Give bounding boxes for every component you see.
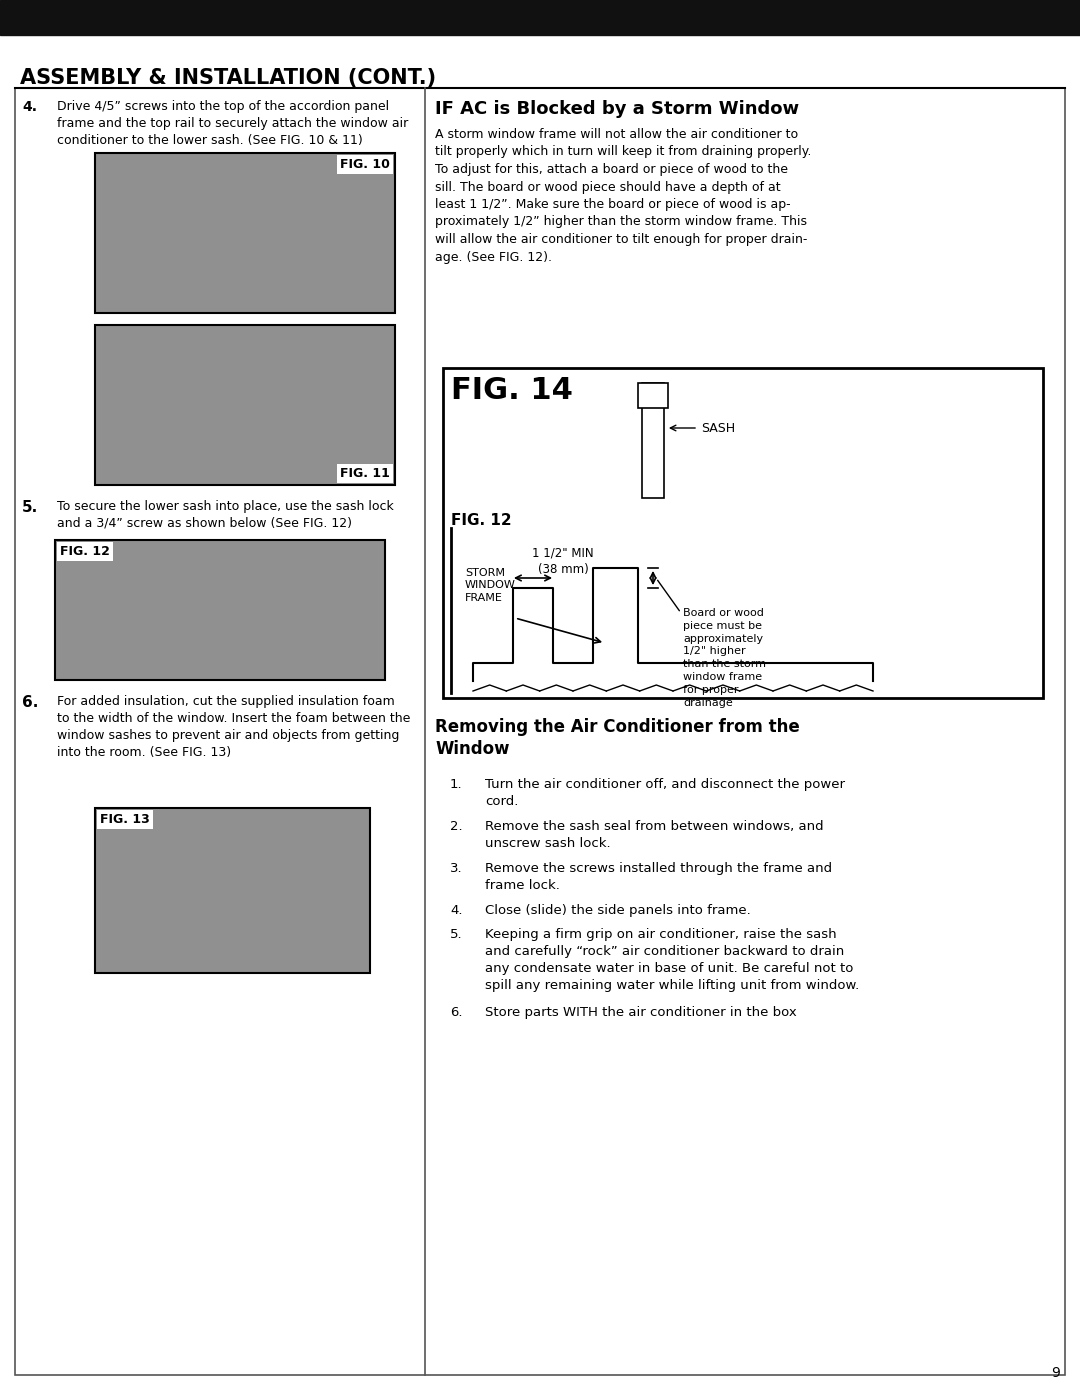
Text: Remove the screws installed through the frame and
frame lock.: Remove the screws installed through the … — [485, 862, 832, 893]
Text: Close (slide) the side panels into frame.: Close (slide) the side panels into frame… — [485, 904, 751, 916]
Text: ASSEMBLY & INSTALLATION (CONT.): ASSEMBLY & INSTALLATION (CONT.) — [21, 68, 436, 88]
Text: 4.: 4. — [22, 101, 37, 115]
Text: 6.: 6. — [22, 694, 39, 710]
Bar — [0, 0, 1080, 35]
Text: For added insulation, cut the supplied insulation foam
to the width of the windo: For added insulation, cut the supplied i… — [57, 694, 410, 759]
Bar — [95, 326, 395, 485]
Bar — [638, 383, 669, 408]
Text: STORM
WINDOW
FRAME: STORM WINDOW FRAME — [465, 569, 516, 602]
Text: Remove the sash seal from between windows, and
unscrew sash lock.: Remove the sash seal from between window… — [485, 820, 824, 849]
Text: Store parts WITH the air conditioner in the box: Store parts WITH the air conditioner in … — [485, 1006, 797, 1018]
Bar — [55, 541, 384, 680]
Text: Keeping a firm grip on air conditioner, raise the sash
and carefully “rock” air : Keeping a firm grip on air conditioner, … — [485, 928, 860, 992]
Text: 5.: 5. — [450, 928, 462, 942]
Text: 4.: 4. — [450, 904, 462, 916]
Text: 1.: 1. — [450, 778, 462, 791]
Bar — [642, 383, 664, 497]
Text: FIG. 14: FIG. 14 — [451, 376, 572, 405]
Text: FIG. 10: FIG. 10 — [340, 158, 390, 170]
Text: Board or wood
piece must be
approximately
1/2" higher
than the storm
window fram: Board or wood piece must be approximatel… — [683, 608, 766, 708]
Text: Removing the Air Conditioner from the
Window: Removing the Air Conditioner from the Wi… — [435, 718, 800, 759]
Text: 6.: 6. — [450, 1006, 462, 1018]
Text: To secure the lower sash into place, use the sash lock
and a 3/4” screw as shown: To secure the lower sash into place, use… — [57, 500, 394, 529]
Text: SASH: SASH — [701, 422, 735, 434]
Text: 2.: 2. — [450, 820, 462, 833]
Text: 3.: 3. — [450, 862, 462, 875]
Text: Drive 4/5” screws into the top of the accordion panel
frame and the top rail to : Drive 4/5” screws into the top of the ac… — [57, 101, 408, 147]
Text: FIG. 12: FIG. 12 — [60, 545, 110, 557]
Text: FIG. 11: FIG. 11 — [340, 467, 390, 481]
Bar — [95, 154, 395, 313]
Text: A storm window frame will not allow the air conditioner to
tilt properly which i: A storm window frame will not allow the … — [435, 129, 811, 264]
Text: IF AC is Blocked by a Storm Window: IF AC is Blocked by a Storm Window — [435, 101, 799, 117]
Text: Turn the air conditioner off, and disconnect the power
cord.: Turn the air conditioner off, and discon… — [485, 778, 845, 807]
Text: 5.: 5. — [22, 500, 38, 515]
Text: FIG. 12: FIG. 12 — [451, 513, 512, 528]
Bar — [95, 807, 370, 972]
Text: FIG. 13: FIG. 13 — [100, 813, 150, 826]
Text: 9: 9 — [1051, 1366, 1059, 1380]
Text: 1 1/2" MIN
(38 mm): 1 1/2" MIN (38 mm) — [532, 548, 594, 576]
Bar — [443, 367, 1043, 698]
